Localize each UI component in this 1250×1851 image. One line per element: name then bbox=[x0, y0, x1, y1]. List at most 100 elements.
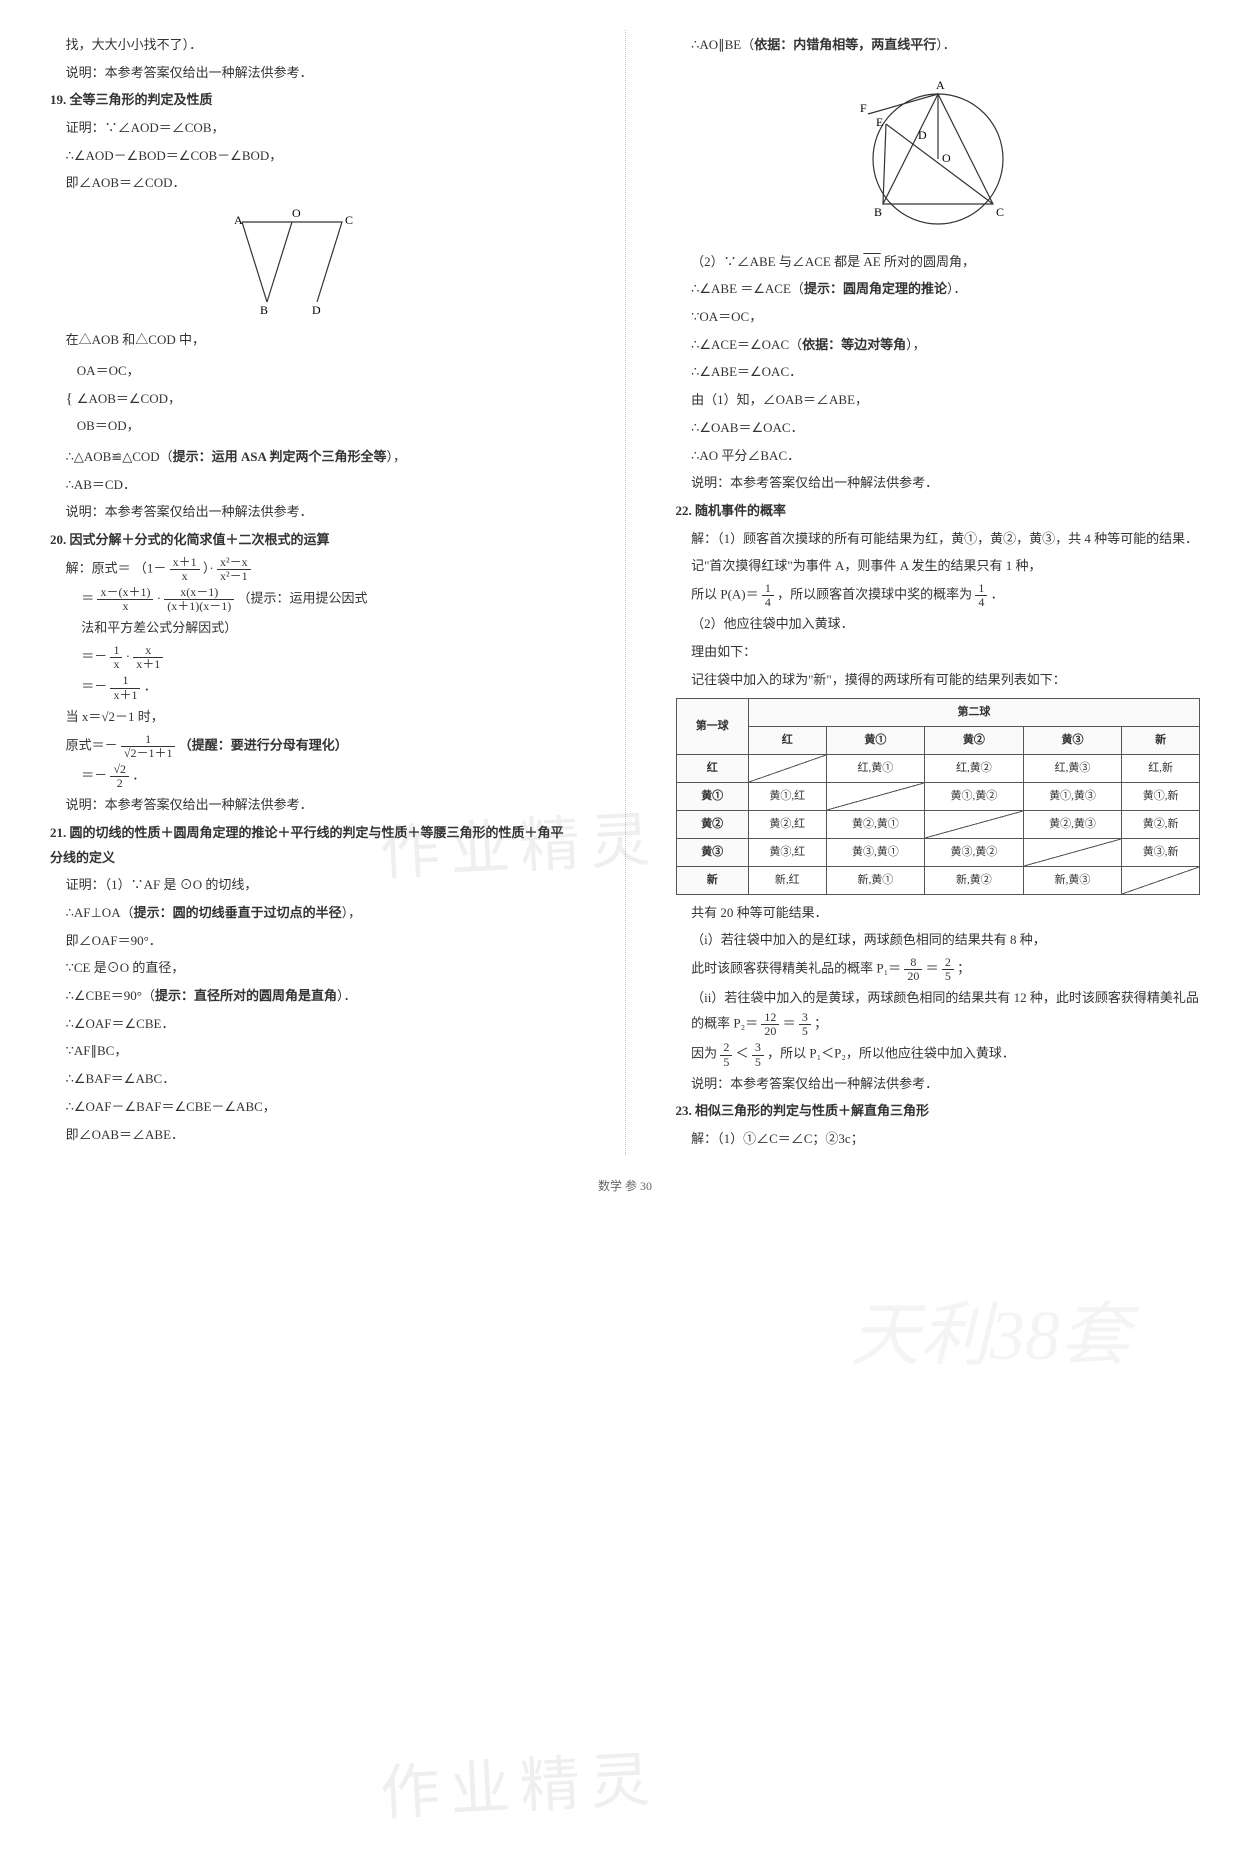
sol-line: 理由如下： bbox=[676, 640, 1201, 665]
sol-line: 记往袋中加入的球为"新"，摸得的两球所有可能的结果列表如下： bbox=[676, 668, 1201, 693]
table-cell: 黄③,黄① bbox=[826, 838, 925, 866]
text: ； bbox=[957, 961, 970, 976]
text: ，所以顾客首次摸球中奖的概率为 bbox=[777, 587, 975, 602]
sol-line: （ii）若往袋中加入的是黄球，两球颜色相同的结果共有 12 种，此时该顾客获得精… bbox=[676, 986, 1201, 1038]
sol-line: 因为 25 ＜ 35 ，所以 P₁＜P₂，所以他应往袋中加入黄球． bbox=[676, 1041, 1201, 1068]
case-line: OB＝OD， bbox=[77, 414, 181, 439]
text: ）， bbox=[386, 449, 406, 464]
note: 说明：本参考答案仅给出一种解法供参考． bbox=[676, 471, 1201, 496]
col-head: 黄① bbox=[826, 727, 925, 755]
table-cell: 新,红 bbox=[748, 866, 826, 894]
expr: ＝ bbox=[81, 591, 94, 606]
q-title: 因式分解＋分式的化简求值＋二次根式的运算 bbox=[70, 532, 330, 547]
q-title: 圆的切线的性质＋圆周角定理的推论＋平行线的判定与性质＋等腰三角形的性质＋角平分线… bbox=[50, 825, 564, 865]
case-brace: { OA＝OC， ∠AOB＝∠COD， OB＝OD， bbox=[50, 356, 575, 442]
table-cell: 黄②,黄③ bbox=[1023, 810, 1122, 838]
math-line: 当 x＝√2－1 时， bbox=[50, 705, 575, 730]
table-cell: 黄①,黄③ bbox=[1023, 783, 1122, 811]
table-cell bbox=[826, 783, 925, 811]
col-head: 红 bbox=[748, 727, 826, 755]
proof-line: ∵CE 是⊙O 的直径， bbox=[50, 956, 575, 981]
note: 说明：本参考答案仅给出一种解法供参考． bbox=[50, 61, 575, 86]
proof-line: ∴∠AOD－∠BOD＝∠COB－∠BOD， bbox=[50, 144, 575, 169]
math-line: ＝－ 1x · xx＋1 bbox=[50, 644, 575, 671]
q-number: 20. bbox=[50, 532, 66, 547]
corner-cell: 第一球 bbox=[676, 699, 748, 755]
circle-figure: A B C D E F O bbox=[838, 64, 1038, 244]
q22-heading: 22. 随机事件的概率 bbox=[676, 499, 1201, 524]
proof-line: ∵AF∥BC， bbox=[50, 1039, 575, 1064]
table-cell: 黄①,新 bbox=[1122, 783, 1200, 811]
column-divider bbox=[625, 30, 626, 1155]
table-cell: 黄②,黄① bbox=[826, 810, 925, 838]
table-cell: 新,黄① bbox=[826, 866, 925, 894]
q-number: 22. bbox=[676, 503, 692, 518]
proof-line: ∴∠ABE＝∠OAC． bbox=[676, 360, 1201, 385]
expr: （1－ bbox=[134, 560, 167, 575]
table-cell: 红,黄② bbox=[925, 755, 1024, 783]
table-cell: 新,黄② bbox=[925, 866, 1024, 894]
row-head: 黄① bbox=[676, 783, 748, 811]
note: 说明：本参考答案仅给出一种解法供参考． bbox=[676, 1072, 1201, 1097]
proof-line: ∴AF⊥OA（提示：圆的切线垂直于过切点的半径）， bbox=[50, 901, 575, 926]
expr: ＝－ bbox=[81, 649, 107, 664]
row-head: 黄② bbox=[676, 810, 748, 838]
expr: ）· bbox=[203, 560, 214, 575]
proof-line: ∴∠OAF＝∠CBE． bbox=[50, 1012, 575, 1037]
watermark: 作业精灵 bbox=[377, 1723, 663, 1851]
label-D: D bbox=[312, 303, 321, 317]
sol-line: 记"首次摸得红球"为事件 A，则事件 A 发生的结果只有 1 种， bbox=[676, 554, 1201, 579]
case-line: OA＝OC， bbox=[77, 359, 181, 384]
proof-line: 在△AOB 和△COD 中， bbox=[50, 328, 575, 353]
sol-line: 所以 P(A)＝ 14 ，所以顾客首次摸球中奖的概率为 14 ． bbox=[676, 582, 1201, 609]
text: ∴∠ABE ＝∠ACE（ bbox=[691, 281, 804, 296]
expr: ＝－ bbox=[81, 768, 107, 783]
outcome-table: 第一球 第二球 红黄①黄②黄③新 红红,黄①红,黄②红,黄③红,新黄①黄①,红黄… bbox=[676, 698, 1201, 894]
label-O: O bbox=[292, 206, 301, 220]
text: ∴AF⊥OA（ bbox=[66, 905, 134, 920]
proof-line: ∴∠ABE ＝∠ACE（提示：圆周角定理的推论）． bbox=[676, 277, 1201, 302]
proof-line: ∴∠CBE＝90°（提示：直径所对的圆周角是直角）． bbox=[50, 984, 575, 1009]
q-title: 随机事件的概率 bbox=[695, 503, 786, 518]
label-F: F bbox=[860, 101, 867, 115]
row-head: 新 bbox=[676, 866, 748, 894]
table-cell bbox=[1023, 838, 1122, 866]
hint: 提示：直径所对的圆周角是直角 bbox=[155, 988, 337, 1003]
expr: ＝－ bbox=[81, 679, 107, 694]
q-number: 21. bbox=[50, 825, 66, 840]
triangle-figure: A O C B D bbox=[212, 202, 412, 322]
table-cell: 黄②,红 bbox=[748, 810, 826, 838]
q-number: 19. bbox=[50, 92, 66, 107]
proof-line: ∴∠ACE＝∠OAC（依据：等边对等角）， bbox=[676, 333, 1201, 358]
note: 说明：本参考答案仅给出一种解法供参考． bbox=[50, 500, 575, 525]
expr: ． bbox=[132, 768, 145, 783]
expr: ＝ bbox=[783, 1016, 796, 1031]
table-cell bbox=[925, 810, 1024, 838]
fraction: 820 bbox=[904, 956, 922, 983]
col-head: 新 bbox=[1122, 727, 1200, 755]
proof-line: 即∠AOB＝∠COD． bbox=[50, 171, 575, 196]
note: 说明：本参考答案仅给出一种解法供参考． bbox=[50, 793, 575, 818]
proof-line: ∴AO 平分∠BAC． bbox=[676, 444, 1201, 469]
table-cell: 黄①,黄② bbox=[925, 783, 1024, 811]
proof-line: ∵OA＝OC， bbox=[676, 305, 1201, 330]
sol-line: 共有 20 种等可能结果． bbox=[676, 901, 1201, 926]
proof-line: ∴AO∥BE（依据：内错角相等，两直线平行）． bbox=[676, 33, 1201, 58]
math-line: ＝－ √22 ． bbox=[50, 763, 575, 790]
q21-heading: 21. 圆的切线的性质＋圆周角定理的推论＋平行线的判定与性质＋等腰三角形的性质＋… bbox=[50, 821, 575, 870]
text: ）． bbox=[337, 988, 357, 1003]
fraction: 14 bbox=[762, 582, 774, 609]
q-title: 全等三角形的判定及性质 bbox=[70, 92, 213, 107]
hint: 依据：内错角相等，两直线平行 bbox=[754, 37, 936, 52]
text: ）． bbox=[947, 281, 967, 296]
right-column: ∴AO∥BE（依据：内错角相等，两直线平行）． A B C D E F O （2… bbox=[666, 30, 1201, 1155]
fraction: 25 bbox=[720, 1041, 732, 1068]
label-A: A bbox=[234, 213, 243, 227]
sol-line: （2）他应往袋中加入黄球． bbox=[676, 612, 1201, 637]
proof-line: ∴∠OAB＝∠OAC． bbox=[676, 416, 1201, 441]
label-D: D bbox=[918, 128, 927, 142]
table-cell: 红,新 bbox=[1122, 755, 1200, 783]
expr: ． bbox=[144, 679, 157, 694]
q20-heading: 20. 因式分解＋分式的化简求值＋二次根式的运算 bbox=[50, 528, 575, 553]
col-header: 第二球 bbox=[748, 699, 1199, 727]
